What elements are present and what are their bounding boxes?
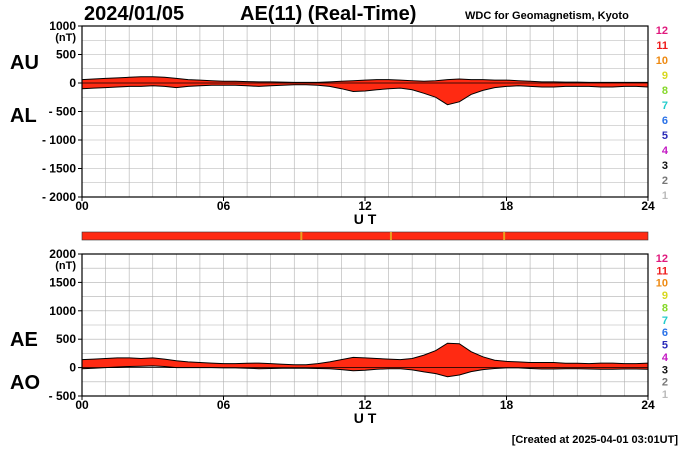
series-line-au — [81, 76, 648, 83]
y-tick-label: 0 — [69, 76, 76, 90]
status-bar-mark — [300, 232, 303, 240]
series-line-al — [81, 84, 649, 106]
y-tick-label: - 2000 — [42, 190, 76, 204]
y-tick-label: 1500 — [49, 275, 76, 289]
station-count-label: 7 — [662, 315, 668, 327]
x-tick-label: 00 — [75, 398, 89, 412]
station-count-label: 9 — [662, 290, 668, 302]
station-count-label: 8 — [662, 302, 668, 314]
y-tick-label: - 1500 — [42, 162, 76, 176]
station-count-label: 11 — [656, 40, 668, 52]
y-tick-label: 500 — [56, 332, 76, 346]
unit-label: (nT) — [55, 32, 76, 44]
date-label: 2024/01/05 — [84, 3, 185, 25]
chart-title: AE(11) (Real-Time) — [240, 3, 417, 25]
x-tick-label: 06 — [217, 199, 231, 213]
x-tick-label: 00 — [75, 199, 89, 213]
station-count-label: 2 — [662, 377, 668, 389]
y-tick-label: 1000 — [49, 19, 76, 33]
y-tick-label: - 500 — [49, 105, 77, 119]
x-tick-label: 18 — [500, 199, 514, 213]
y-tick-label: 500 — [56, 48, 76, 62]
station-count-label: 4 — [662, 352, 669, 364]
x-tick-label: 18 — [500, 398, 514, 412]
ae-label: AE — [10, 329, 38, 351]
x-axis-label: U T — [354, 211, 377, 227]
ao-label: AO — [10, 372, 40, 394]
station-count-label: 5 — [662, 340, 668, 352]
station-status-bar — [81, 231, 649, 241]
y-tick-label: 0 — [69, 361, 76, 375]
y-tick-label: - 1000 — [42, 133, 76, 147]
station-count-label: 11 — [656, 265, 668, 277]
x-tick-label: 12 — [358, 199, 372, 213]
station-count-label: 3 — [662, 160, 668, 172]
x-tick-label: 12 — [358, 398, 372, 412]
station-count-label: 4 — [662, 145, 669, 157]
station-count-label: 9 — [662, 70, 668, 82]
y-tick-label: 2000 — [49, 247, 76, 261]
x-tick-label: 24 — [641, 199, 655, 213]
y-tick-label: - 500 — [49, 389, 77, 403]
station-count-label: 1 — [662, 389, 668, 401]
unit-label: (nT) — [55, 260, 76, 272]
station-count-label: 10 — [656, 55, 668, 67]
station-count-label: 12 — [656, 253, 668, 265]
station-count-label: 2 — [662, 175, 668, 187]
x-axis-label: U T — [354, 410, 377, 426]
station-count-label: 10 — [656, 278, 668, 290]
status-bar-mark — [503, 232, 506, 240]
station-count-label: 7 — [662, 100, 668, 112]
station-count-label: 8 — [662, 85, 668, 97]
au-label: AU — [10, 52, 39, 74]
status-bar-mark — [389, 232, 392, 240]
x-tick-label: 06 — [217, 398, 231, 412]
station-count-label: 3 — [662, 364, 668, 376]
y-tick-label: 1000 — [49, 304, 76, 318]
station-count-label: 6 — [662, 327, 668, 339]
series-line-ae — [81, 342, 649, 366]
created-timestamp: [Created at 2025-04-01 03:01UT] — [511, 434, 678, 446]
station-count-label: 12 — [656, 25, 668, 37]
x-tick-label: 24 — [641, 398, 655, 412]
source-label: WDC for Geomagnetism, Kyoto — [465, 10, 629, 22]
station-count-label: 1 — [662, 190, 668, 202]
al-label: AL — [10, 105, 37, 127]
series-area-1 — [82, 343, 648, 377]
station-count-label: 6 — [662, 115, 668, 127]
station-count-label: 5 — [662, 130, 668, 142]
